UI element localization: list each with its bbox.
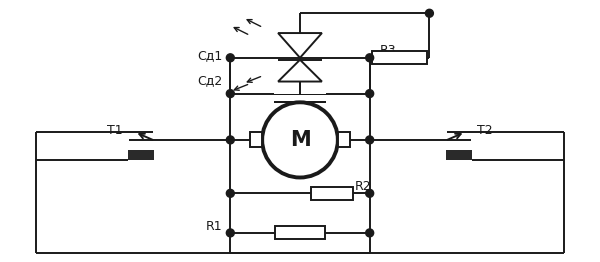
Text: M: M xyxy=(290,130,310,150)
Bar xyxy=(311,187,353,200)
Text: T2: T2 xyxy=(477,123,493,137)
Text: T1: T1 xyxy=(107,123,123,137)
Circle shape xyxy=(226,229,235,237)
Bar xyxy=(274,94,326,95)
Bar xyxy=(372,51,427,64)
Circle shape xyxy=(365,229,374,237)
Circle shape xyxy=(425,9,433,17)
Bar xyxy=(128,150,154,160)
Bar xyxy=(446,150,472,160)
Text: R2: R2 xyxy=(355,180,371,193)
Circle shape xyxy=(365,136,374,144)
Circle shape xyxy=(226,136,235,144)
Circle shape xyxy=(226,54,235,62)
Text: R1: R1 xyxy=(206,220,223,233)
Circle shape xyxy=(226,189,235,197)
Circle shape xyxy=(262,102,338,177)
Bar xyxy=(338,133,350,147)
Circle shape xyxy=(365,54,374,62)
Text: R3: R3 xyxy=(380,44,396,57)
Polygon shape xyxy=(278,60,322,81)
Bar xyxy=(250,133,262,147)
Bar xyxy=(275,226,325,239)
Circle shape xyxy=(365,90,374,97)
Text: Сд2: Сд2 xyxy=(197,74,223,87)
Circle shape xyxy=(226,90,235,97)
Polygon shape xyxy=(278,33,322,58)
Text: Сд1: Сд1 xyxy=(197,49,223,62)
Circle shape xyxy=(365,189,374,197)
Bar xyxy=(274,101,326,103)
